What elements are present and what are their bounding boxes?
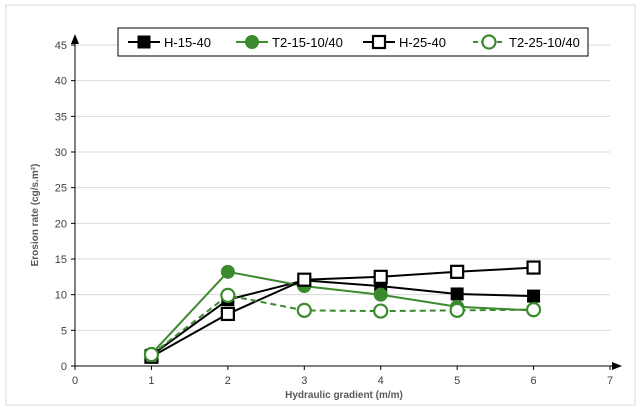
series-line bbox=[150, 279, 534, 357]
tick-label-y: 35 bbox=[55, 111, 67, 123]
tick-label-y: 5 bbox=[61, 325, 67, 337]
tick-label-y: 10 bbox=[55, 290, 67, 302]
data-point bbox=[296, 302, 312, 318]
tick-label-x: 0 bbox=[72, 375, 78, 387]
tick-label-x: 2 bbox=[225, 375, 231, 387]
legend-swatch-marker bbox=[371, 34, 387, 50]
legend: H-15-40 T2-15-10/40 H-25-40 T2-25-10/40 bbox=[117, 27, 589, 57]
data-point bbox=[526, 260, 541, 275]
tick-label-x: 1 bbox=[148, 375, 154, 387]
tick-label-y: 25 bbox=[55, 183, 67, 195]
data-point bbox=[143, 346, 160, 363]
data-point bbox=[220, 264, 235, 279]
data-point bbox=[450, 287, 464, 301]
legend-label: T2-15-10/40 bbox=[272, 35, 343, 50]
data-point bbox=[220, 306, 235, 322]
tick-label-x: 4 bbox=[378, 375, 384, 387]
tick-label-y: 45 bbox=[55, 40, 67, 52]
legend-box bbox=[117, 27, 589, 57]
tick-label-x: 3 bbox=[301, 375, 307, 387]
tick-label-x: 5 bbox=[454, 375, 460, 387]
y-axis-arrow bbox=[71, 34, 79, 44]
legend-swatch-marker bbox=[481, 34, 497, 50]
data-point bbox=[527, 289, 541, 303]
data-point bbox=[220, 287, 236, 303]
chart-frame bbox=[5, 4, 636, 406]
tick-label-x: 7 bbox=[607, 375, 613, 387]
legend-label: H-25-40 bbox=[399, 35, 446, 50]
series-line bbox=[150, 270, 534, 355]
data-point bbox=[373, 303, 389, 319]
data-point bbox=[373, 269, 388, 284]
tick-label-y: 20 bbox=[55, 218, 67, 230]
tick-label-y: 30 bbox=[55, 147, 67, 159]
tick-label-y: 0 bbox=[61, 361, 67, 373]
series-t2-25-10-40 bbox=[143, 287, 542, 363]
legend-swatch-marker bbox=[245, 35, 259, 49]
x-axis-title: Hydraulic gradient (m/m) bbox=[285, 390, 403, 401]
series-line bbox=[150, 266, 534, 358]
series-line bbox=[150, 294, 534, 356]
tick-label-y: 15 bbox=[55, 254, 67, 266]
series-group bbox=[143, 260, 542, 364]
data-point bbox=[525, 302, 542, 318]
tick-label-x: 6 bbox=[531, 375, 537, 387]
data-point bbox=[373, 287, 388, 302]
y-axis-title: Erosion rate (cg/s.m²) bbox=[30, 164, 41, 267]
data-point bbox=[450, 264, 465, 279]
legend-label: T2-25-10/40 bbox=[509, 35, 580, 50]
legend-swatch-marker bbox=[137, 35, 151, 49]
data-point bbox=[297, 272, 312, 287]
x-axis-arrow bbox=[612, 362, 622, 370]
legend-label: H-15-40 bbox=[164, 35, 211, 50]
data-point bbox=[449, 302, 465, 318]
tick-label-y: 40 bbox=[55, 76, 67, 88]
